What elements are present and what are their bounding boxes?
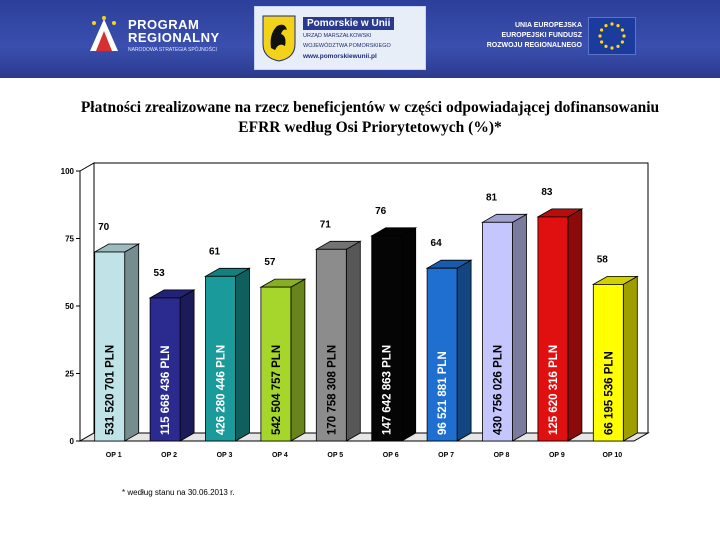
eu-flag-icon <box>588 17 636 55</box>
bar-value-label: 70 <box>98 222 110 233</box>
bar-amount-label: 125 620 316 PLN <box>548 345 560 435</box>
bar-side-op-7 <box>456 259 472 442</box>
chart-side-wall <box>79 162 95 442</box>
eu-line3: ROZWOJU REGIONALNEGO <box>486 42 582 49</box>
bar-side-op-5 <box>345 240 361 442</box>
bar-op-10 <box>592 283 624 442</box>
program-line2: REGIONALNY <box>128 29 220 45</box>
y-tick-label: 0 <box>70 437 75 446</box>
bar-op-9 <box>537 216 569 442</box>
bar-value-label: 58 <box>597 254 609 265</box>
bar-value-label: 53 <box>154 268 166 279</box>
bar-side-op-1 <box>124 243 140 442</box>
y-tick-label: 25 <box>65 370 74 379</box>
x-tick-label: OP 9 <box>549 452 565 459</box>
bar-amount-label: 426 280 446 PLN <box>216 345 228 435</box>
y-tick-label: 50 <box>65 302 74 311</box>
bar-amount-label: 96 521 881 PLN <box>437 351 449 435</box>
bar-value-label: 57 <box>264 257 276 268</box>
bar-amount-label: 542 504 757 PLN <box>271 345 283 435</box>
bar-amount-label: 430 756 026 PLN <box>493 345 505 435</box>
bar-side-op-10 <box>622 275 638 442</box>
bar-value-label: 61 <box>209 246 221 257</box>
bar-op-7 <box>426 267 458 442</box>
bar-side-op-3 <box>235 267 250 442</box>
bar-side-op-9 <box>567 208 583 442</box>
chart-title: Płatności zrealizowane na rzecz beneficj… <box>80 99 660 136</box>
bar-op-4 <box>260 286 292 442</box>
x-tick-label: OP 2 <box>161 452 177 459</box>
x-tick-label: OP 8 <box>494 452 510 459</box>
bar-amount-label: 170 758 308 PLN <box>326 345 338 435</box>
y-tick-label: 75 <box>65 235 74 244</box>
pomorskie-sub1: URZĄD MARSZAŁKOWSKI <box>303 32 372 39</box>
bar-amount-label: 531 520 701 PLN <box>105 345 117 435</box>
bar-op-2 <box>149 297 181 442</box>
bar-value-label: 71 <box>320 219 332 230</box>
pomorskie-title: Pomorskie w Unii <box>303 16 395 30</box>
bar-side-op-4 <box>290 278 306 442</box>
bar-op-6 <box>371 235 403 442</box>
x-tick-label: OP 6 <box>383 452 399 459</box>
bar-side-op-8 <box>512 213 527 442</box>
bar-op-5 <box>315 248 347 442</box>
bar-op-8 <box>482 221 513 442</box>
bar-op-1 <box>94 251 126 442</box>
bar-side-op-2 <box>179 289 195 442</box>
bar-value-label: 81 <box>486 192 498 203</box>
x-tick-label: OP 7 <box>438 452 454 459</box>
x-tick-label: OP 5 <box>327 452 343 459</box>
program-line1: PROGRAM <box>128 16 200 32</box>
bar-amount-label: 147 642 863 PLN <box>382 345 394 435</box>
program-regionalny-logo: PROGRAM REGIONALNY NARODOWA STRATEGIA SP… <box>86 12 236 58</box>
bar-op-3 <box>205 275 236 442</box>
eu-line1: UNIA EUROPEJSKA <box>514 22 582 29</box>
eu-line2: EUROPEJSKI FUNDUSZ <box>501 32 582 39</box>
x-tick-label: OP 3 <box>217 452 233 459</box>
bar-amount-label: 66 195 536 PLN <box>603 351 615 435</box>
star-flag-icon <box>86 15 122 55</box>
x-tick-label: OP 1 <box>106 452 122 459</box>
pomorskie-sub2: WOJEWÓDZTWA POMORSKIEGO <box>303 42 391 49</box>
eu-logo: UNIA EUROPEJSKA EUROPEJSKI FUNDUSZ ROZWO… <box>462 14 642 58</box>
bar-value-label: 76 <box>375 206 387 217</box>
x-tick-label: OP 4 <box>272 452 288 459</box>
y-tick-label: 100 <box>61 167 75 176</box>
pomorskie-url: www.pomorskiewunii.pl <box>303 52 377 60</box>
pomorskie-logo: Pomorskie w Unii URZĄD MARSZAŁKOWSKI WOJ… <box>254 6 426 70</box>
bar-value-label: 64 <box>431 238 443 249</box>
bar-side-op-6 <box>401 227 417 442</box>
bar-amount-label: 115 668 436 PLN <box>160 345 172 435</box>
bar-value-label: 83 <box>541 187 553 198</box>
program-sub: NARODOWA STRATEGIA SPÓJNOŚCI <box>128 46 217 53</box>
footnote: * według stanu na 30.06.2013 r. <box>122 488 235 497</box>
header-banner: PROGRAM REGIONALNY NARODOWA STRATEGIA SP… <box>0 0 720 78</box>
griffin-crest-icon <box>261 14 297 62</box>
x-tick-label: OP 10 <box>602 452 622 459</box>
